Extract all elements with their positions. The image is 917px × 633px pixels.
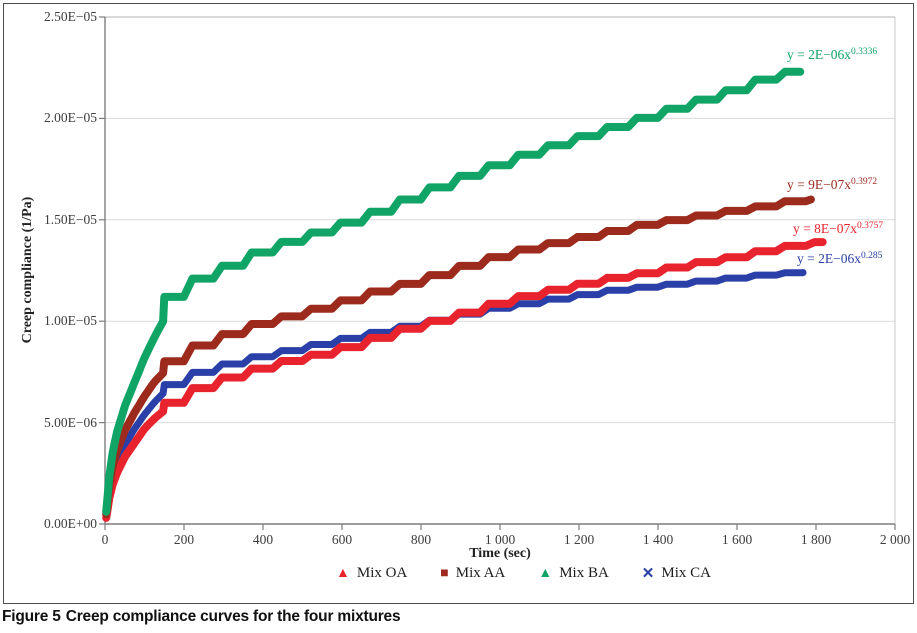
figure-caption-text: Creep compliance curves for the four mix… [65,608,401,625]
figure-caption: Figure 5 Creep compliance curves for the … [2,608,401,626]
y-axis-title: Creep compliance (1/Pa) [20,196,35,344]
figure-caption-label: Figure 5 [2,608,61,625]
x-axis-title: Time (sec) [469,546,531,561]
chart-frame [3,3,914,604]
